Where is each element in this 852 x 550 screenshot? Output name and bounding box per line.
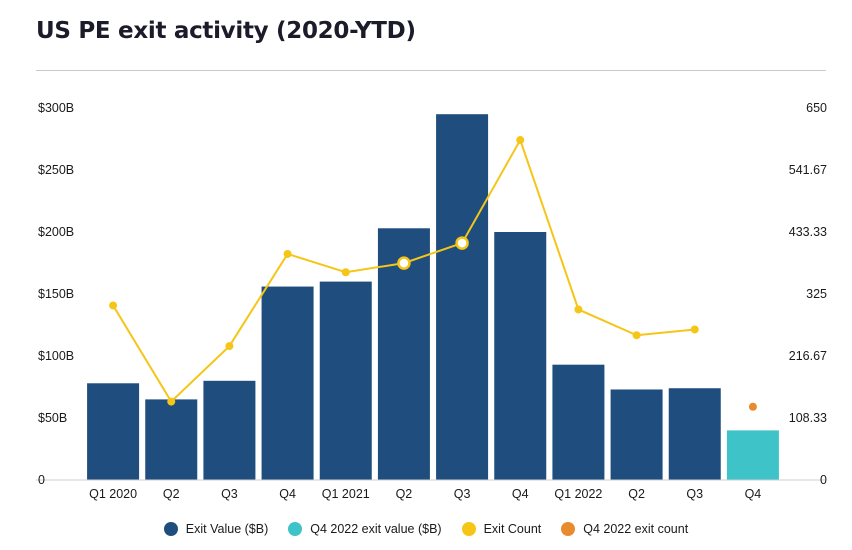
exit-count-point <box>690 325 699 334</box>
exit-value-bar <box>203 380 256 480</box>
legend-item: Exit Count <box>461 522 542 536</box>
exit-value-bar <box>87 383 140 480</box>
y-right-tick-label: 433.33 <box>789 225 827 239</box>
x-tick-label: Q4 <box>745 487 762 501</box>
exit-count-point <box>167 397 176 406</box>
title-divider <box>36 70 826 71</box>
x-tick-label: Q3 <box>686 487 703 501</box>
exit-value-bar <box>494 232 547 480</box>
legend-swatch <box>461 522 476 536</box>
legend-label: Q4 2022 exit count <box>583 522 689 536</box>
y-left-tick-label: $250B <box>38 163 74 177</box>
y-right-tick-label: 541.67 <box>789 163 827 177</box>
exit-value-bar <box>436 114 489 480</box>
legend-swatch <box>561 522 576 536</box>
y-right-tick-label: 650 <box>806 101 827 115</box>
y-left-tick-label: $300B <box>38 101 74 115</box>
page-title: US PE exit activity (2020-YTD) <box>36 18 416 44</box>
y-right-tick-label: 325 <box>806 287 827 301</box>
x-tick-label: Q1 2020 <box>89 487 137 501</box>
y-left-tick-label: $100B <box>38 349 74 363</box>
legend-swatch <box>163 522 178 536</box>
x-tick-label: Q1 2021 <box>322 487 370 501</box>
chart: 0 $50B $100B $150B $200B $250B $300B 0 108.33 216… <box>36 101 827 501</box>
x-tick-label: Q1 2022 <box>554 487 602 501</box>
y-right-tick-label: 216.67 <box>789 349 827 363</box>
exit-value-bar <box>552 364 605 480</box>
exit-count-point <box>341 268 350 277</box>
y-left-tick-label: $200B <box>38 225 74 239</box>
q4-2022-exit-count-point <box>748 402 757 411</box>
exit-count-point <box>397 256 411 270</box>
exit-value-bar <box>319 281 372 480</box>
exit-count-point <box>109 301 118 310</box>
exit-count-point <box>516 136 525 145</box>
exit-value-bar <box>261 286 314 480</box>
exit-count-point <box>225 342 234 351</box>
exit-value-bar <box>668 388 721 480</box>
x-tick-label: Q3 <box>454 487 471 501</box>
legend-item: Exit Value ($B) <box>163 522 269 536</box>
exit-value-bar <box>610 389 663 480</box>
legend-item: Q4 2022 exit count <box>561 522 688 536</box>
legend-item: Q4 2022 exit value ($B) <box>288 522 442 536</box>
exit-count-point <box>632 331 641 340</box>
x-tick-label: Q3 <box>221 487 238 501</box>
legend-label: Exit Count <box>483 522 542 536</box>
y-left-tick-label: 0 <box>38 473 45 487</box>
legend-label: Q4 2022 exit value ($B) <box>310 522 442 536</box>
y-right-tick-label: 0 <box>820 473 827 487</box>
exit-count-point <box>455 236 469 250</box>
legend: Exit Value ($B) Q4 2022 exit value ($B) Ex… <box>0 522 852 536</box>
x-tick-label: Q4 <box>279 487 296 501</box>
exit-value-bar <box>377 228 430 480</box>
x-tick-label: Q2 <box>396 487 413 501</box>
x-tick-label: Q2 <box>163 487 180 501</box>
exit-value-bar <box>145 399 198 480</box>
legend-label: Exit Value ($B) <box>185 522 269 536</box>
y-left-tick-label: $150B <box>38 287 74 301</box>
x-tick-label: Q2 <box>628 487 645 501</box>
exit-count-point <box>574 305 583 314</box>
q4-2022-exit-value-bar <box>726 430 779 480</box>
y-left-tick-label: $50B <box>38 411 67 425</box>
y-right-tick-label: 108.33 <box>789 411 827 425</box>
x-tick-label: Q4 <box>512 487 529 501</box>
legend-swatch <box>288 522 303 536</box>
exit-count-point <box>283 249 292 258</box>
